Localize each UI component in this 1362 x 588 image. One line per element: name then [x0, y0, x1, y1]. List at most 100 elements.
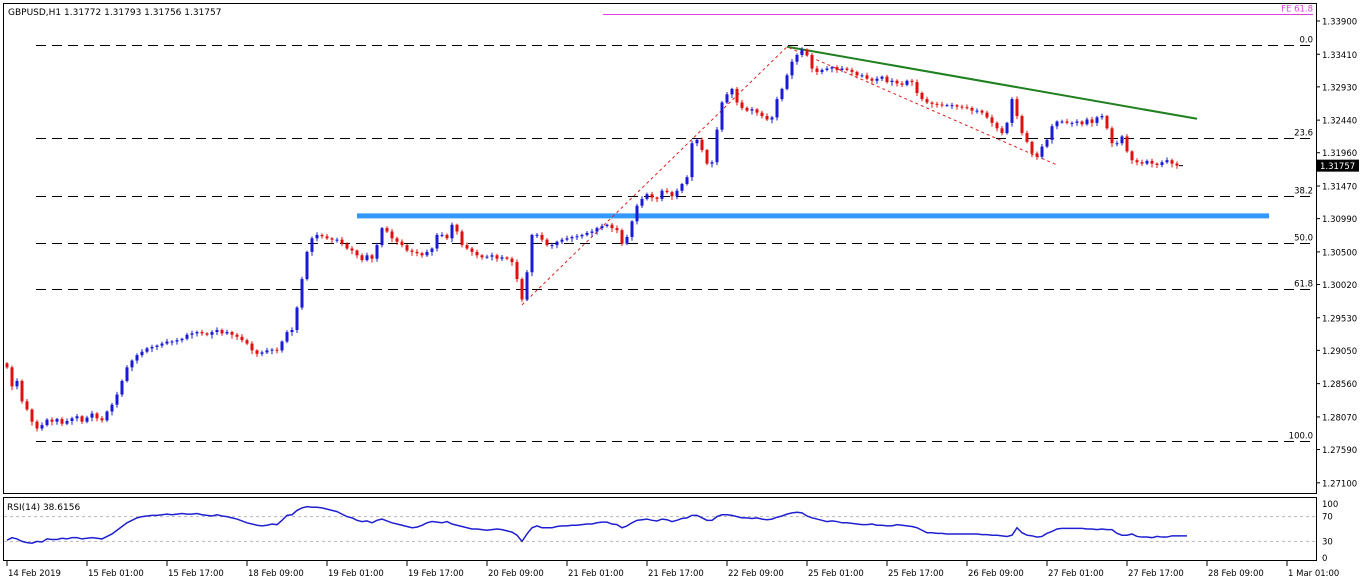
objects-layer	[357, 45, 1269, 306]
candle-body	[1085, 119, 1089, 125]
candle-body	[1175, 163, 1179, 166]
candle-body	[510, 258, 514, 263]
candle-body	[185, 334, 189, 339]
candle-body	[545, 239, 549, 246]
candle-body	[470, 248, 474, 252]
candle-body	[70, 418, 74, 422]
candle-body	[580, 234, 584, 237]
candle-body	[660, 190, 664, 199]
candle-body	[975, 110, 979, 112]
candle-body	[675, 190, 679, 197]
candle-body	[430, 248, 434, 252]
candle-body	[235, 334, 239, 337]
candle-body	[1070, 122, 1074, 124]
candle-body	[150, 346, 154, 349]
candle-body	[825, 68, 829, 70]
candle-body	[40, 425, 44, 429]
candle-body	[860, 75, 864, 77]
candle-body	[960, 106, 964, 108]
candle-body	[995, 122, 999, 129]
candle-body	[740, 102, 744, 108]
candle-body	[395, 238, 399, 242]
candle-body	[1145, 160, 1149, 164]
time-tick-label: 26 Feb 09:00	[968, 569, 1024, 579]
candle-body	[285, 332, 289, 342]
candle-body	[705, 150, 709, 164]
price-tick-label: 1.29050	[1322, 347, 1357, 357]
candle-body	[370, 255, 374, 259]
candle-body	[280, 341, 284, 351]
candle-body	[405, 245, 409, 251]
rsi-tick-label: 0	[1322, 554, 1327, 564]
candle-body	[160, 343, 164, 346]
candle-body	[450, 224, 454, 239]
candle-body	[780, 88, 784, 100]
candle-body	[875, 78, 879, 81]
candle-body	[415, 251, 419, 254]
candle-body	[770, 117, 774, 120]
candle-body	[1080, 121, 1084, 125]
candle-body	[440, 234, 444, 236]
time-tick-label: 21 Feb 17:00	[648, 569, 704, 579]
candle-body	[1065, 121, 1069, 123]
candle-body	[100, 418, 104, 421]
candle-body	[365, 255, 369, 261]
candle-body	[520, 279, 524, 300]
rsi-header: RSI(14) 38.6156	[7, 503, 80, 513]
candle-body	[915, 82, 919, 93]
candle-body	[790, 61, 794, 76]
price-tick-label: 1.32440	[1322, 117, 1357, 127]
candle-body	[170, 341, 174, 343]
candle-body	[540, 234, 544, 240]
candle-body	[455, 224, 459, 232]
candle-body	[20, 380, 24, 402]
candle-body	[1005, 122, 1009, 134]
candle-body	[905, 80, 909, 85]
candle-body	[600, 226, 604, 229]
candle-body	[45, 419, 49, 426]
candle-body	[50, 419, 54, 422]
candle-body	[715, 129, 719, 163]
candle-body	[375, 245, 379, 259]
candle-body	[880, 76, 884, 79]
current-price-box	[1317, 159, 1359, 172]
time-tick-label: 25 Feb 17:00	[888, 569, 944, 579]
time-tick-label: 1 Mar 01:00	[1288, 569, 1339, 579]
candle-body	[230, 332, 234, 335]
candle-body	[640, 198, 644, 206]
candle-body	[680, 183, 684, 191]
candle-body	[515, 262, 519, 280]
candle-body	[1050, 126, 1054, 140]
fib-level-label: 38.2	[1294, 187, 1313, 197]
price-tick-label: 1.30020	[1322, 281, 1357, 291]
time-axis: 14 Feb 2019 15 Feb 01:00 15 Feb 17:00 18 Fe…	[6, 561, 1339, 579]
candle-body	[895, 80, 899, 84]
price-tick-label: 1.32930	[1322, 83, 1357, 93]
candle-body	[1165, 160, 1169, 163]
candle-body	[1000, 128, 1004, 134]
candle-body	[670, 192, 674, 197]
candle-body	[1160, 162, 1164, 165]
candle-body	[85, 417, 89, 422]
candle-body	[255, 350, 259, 354]
candle-body	[475, 251, 479, 256]
candle-body	[295, 307, 299, 330]
candle-body	[840, 68, 844, 70]
candle-body	[710, 162, 714, 164]
candle-body	[135, 355, 139, 361]
candle-body	[535, 234, 539, 236]
candle-body	[685, 177, 689, 184]
candle-body	[970, 107, 974, 111]
fib-level-label: 50.0	[1294, 234, 1313, 244]
candle-body	[885, 76, 889, 83]
price-tick-label: 1.31470	[1322, 183, 1357, 193]
candle-body	[855, 71, 859, 76]
candle-body	[565, 238, 569, 240]
candle-body	[1045, 139, 1049, 147]
candle-body	[435, 234, 439, 249]
candle-body	[525, 272, 529, 300]
time-tick-label: 21 Feb 01:00	[568, 569, 624, 579]
candle-body	[785, 75, 789, 89]
